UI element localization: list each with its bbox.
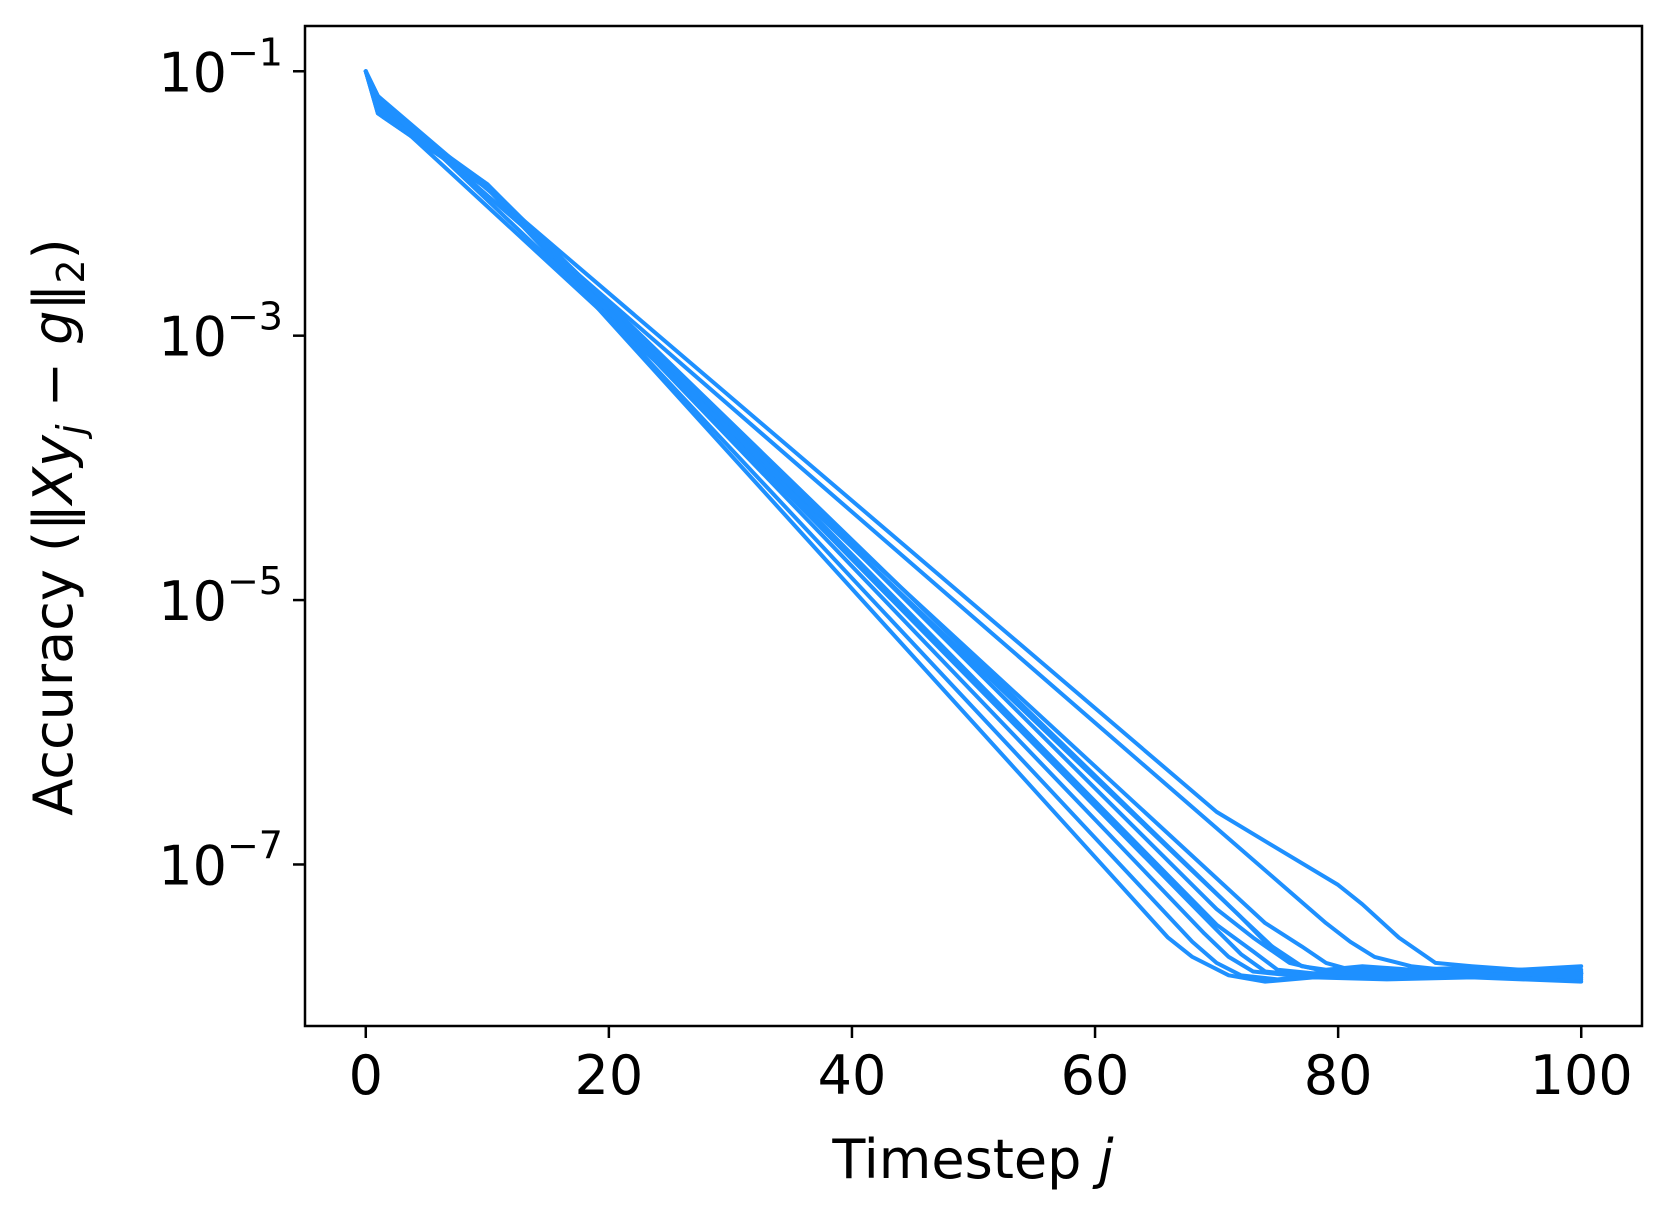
- series-line-8: [363, 69, 1584, 976]
- series-line-10: [363, 69, 1584, 972]
- y-tick-label-base: 10: [158, 570, 227, 633]
- series-line-1: [363, 69, 1584, 974]
- x-tick-label-100: 100: [1530, 1044, 1633, 1107]
- x-tick-label-60: 60: [1061, 1044, 1130, 1107]
- y-tick-label-4: 10−7: [158, 823, 283, 897]
- y-tick-label-exponent: −1: [227, 30, 283, 74]
- series-line-7: [363, 69, 1584, 980]
- x-tick-label-40: 40: [818, 1044, 887, 1107]
- series-line-4: [363, 69, 1584, 982]
- y-axis: 10−110−310−510−7: [158, 30, 305, 897]
- y-tick-label-base: 10: [158, 834, 227, 897]
- x-axis-label: Timestep j: [831, 1128, 1113, 1191]
- y-tick-label-exponent: −5: [227, 559, 283, 603]
- series-line-6: [363, 69, 1584, 976]
- y-tick-label-1: 10−1: [158, 30, 283, 104]
- series-layer: [363, 69, 1584, 984]
- series-line-3: [363, 69, 1584, 978]
- y-tick-label-exponent: −3: [227, 295, 283, 339]
- x-axis: 0 20 40 60 80 100: [349, 1026, 1633, 1107]
- y-tick-label-3: 10−5: [158, 559, 283, 633]
- y-tick-label-exponent: −7: [227, 823, 283, 867]
- series-line-5: [363, 69, 1584, 984]
- y-tick-label-base: 10: [158, 306, 227, 369]
- series-line-9: [363, 69, 1584, 976]
- plot-frame: [303, 24, 1644, 1028]
- series-line-2: [363, 69, 1584, 976]
- x-tick-label-0: 0: [349, 1044, 383, 1107]
- series-line-11: [363, 69, 1584, 978]
- y-tick-label-2: 10−3: [158, 295, 283, 369]
- x-tick-label-80: 80: [1304, 1044, 1373, 1107]
- y-tick-label-base: 10: [158, 41, 227, 104]
- x-tick-label-20: 20: [575, 1044, 644, 1107]
- y-axis-label: Accuracy (‖Xyj − g‖2): [22, 238, 93, 815]
